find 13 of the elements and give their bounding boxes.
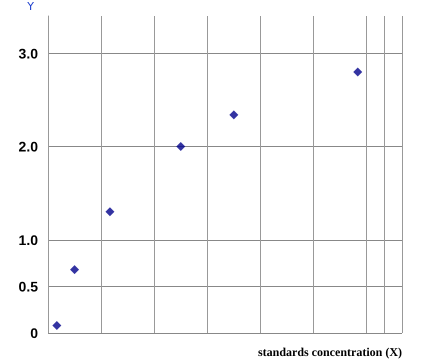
y-tick-label: 3.0 (18, 45, 38, 62)
point (70, 265, 80, 274)
y-tick-label: 1.0 (18, 232, 38, 248)
point (52, 321, 62, 330)
x-axis-title: standards concentration (X) (258, 345, 402, 359)
point (176, 142, 186, 152)
point (229, 110, 238, 120)
y-axis-title: Y (26, 0, 34, 13)
y-tick-label: 0 (30, 325, 38, 341)
point (105, 207, 114, 216)
y-tick-label: 0.5 (18, 278, 38, 294)
y-tick-label: 2.0 (18, 138, 38, 155)
point (353, 67, 362, 76)
